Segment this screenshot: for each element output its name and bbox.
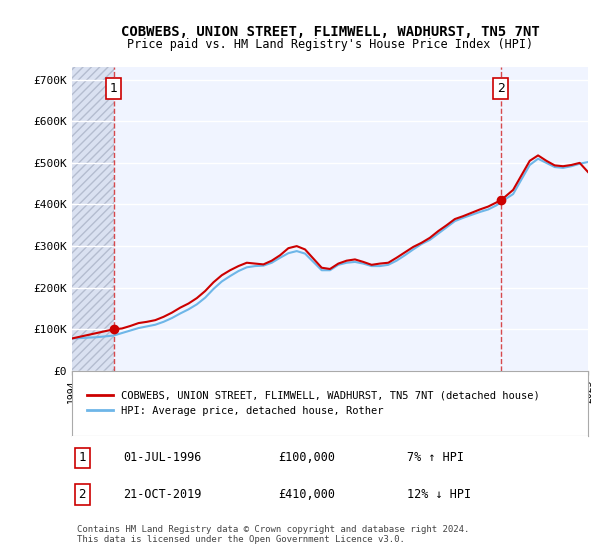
Text: 1: 1: [110, 82, 118, 95]
Text: 2: 2: [79, 488, 86, 501]
Text: 2: 2: [497, 82, 505, 95]
Text: £100,000: £100,000: [278, 451, 335, 464]
Text: Price paid vs. HM Land Registry's House Price Index (HPI): Price paid vs. HM Land Registry's House …: [127, 38, 533, 51]
Text: 01-JUL-1996: 01-JUL-1996: [124, 451, 202, 464]
Text: 1: 1: [79, 451, 86, 464]
Text: £410,000: £410,000: [278, 488, 335, 501]
Bar: [72, 67, 113, 371]
Text: COBWEBS, UNION STREET, FLIMWELL, WADHURST, TN5 7NT: COBWEBS, UNION STREET, FLIMWELL, WADHURS…: [121, 25, 539, 39]
Text: 21-OCT-2019: 21-OCT-2019: [124, 488, 202, 501]
Text: 12% ↓ HPI: 12% ↓ HPI: [407, 488, 472, 501]
Text: 7% ↑ HPI: 7% ↑ HPI: [407, 451, 464, 464]
Text: Contains HM Land Registry data © Crown copyright and database right 2024.
This d: Contains HM Land Registry data © Crown c…: [77, 525, 470, 544]
Legend: COBWEBS, UNION STREET, FLIMWELL, WADHURST, TN5 7NT (detached house), HPI: Averag: COBWEBS, UNION STREET, FLIMWELL, WADHURS…: [82, 387, 544, 420]
